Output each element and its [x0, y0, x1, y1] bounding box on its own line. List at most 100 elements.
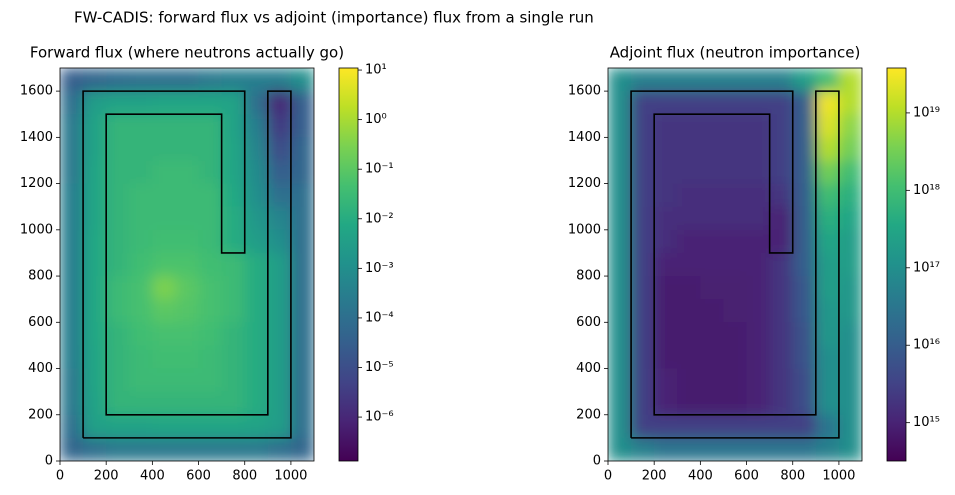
- heatmap-cell: [198, 91, 223, 115]
- heatmap-cell: [60, 206, 84, 231]
- y-tick-label: 0: [45, 454, 53, 469]
- x-tick-label: 800: [232, 469, 257, 484]
- heatmap-cell: [608, 160, 632, 185]
- heatmap-cell: [244, 322, 269, 347]
- heatmap-cell: [267, 414, 292, 439]
- heatmap-cell: [792, 68, 817, 92]
- heatmap-cell: [83, 137, 107, 162]
- heatmap-cell: [129, 206, 153, 231]
- heatmap-cell: [129, 437, 153, 461]
- heatmap-cell: [654, 160, 678, 185]
- y-tick-label: 1600: [20, 84, 53, 99]
- heatmap-cell: [290, 206, 314, 231]
- colorbar-tick-label: 10¹⁹: [913, 105, 940, 120]
- heatmap-cell: [60, 114, 84, 138]
- heatmap-cell: [815, 114, 840, 138]
- colorbar-tick-label: 10⁻⁴: [365, 310, 394, 325]
- heatmap-cell: [654, 391, 678, 416]
- heatmap-cell: [198, 437, 223, 461]
- x-tick-label: 0: [56, 469, 64, 484]
- heatmap-cell: [221, 345, 246, 370]
- heatmap-cell: [769, 206, 794, 231]
- heatmap-cell: [631, 229, 655, 254]
- heatmap-cell: [654, 91, 678, 115]
- heatmap-cell: [152, 137, 177, 162]
- heatmap-cell: [267, 345, 292, 370]
- heatmap-cell: [267, 368, 292, 393]
- heatmap-cell: [769, 91, 794, 115]
- heatmap-cell: [267, 252, 292, 277]
- heatmap-cell: [608, 414, 632, 439]
- heatmap-cell: [290, 91, 314, 115]
- heatmap-cell: [792, 114, 817, 138]
- heatmap-cell: [792, 183, 817, 208]
- heatmap-cell: [838, 183, 862, 208]
- heatmap-cell: [83, 160, 107, 185]
- heatmap-cell: [631, 391, 655, 416]
- heatmap-cell: [608, 345, 632, 370]
- heatmap-cell: [60, 91, 84, 115]
- heatmap-cell: [129, 160, 153, 185]
- heatmap-cell: [792, 345, 817, 370]
- heatmap-cell: [198, 68, 223, 92]
- heatmap-cell: [815, 391, 840, 416]
- heatmap-cell: [83, 252, 107, 277]
- heatmap-cell: [152, 368, 177, 393]
- heatmap-cell: [83, 345, 107, 370]
- heatmap-cell: [700, 299, 725, 323]
- y-tick-label: 1200: [568, 176, 601, 191]
- heatmap-cells: [60, 68, 314, 461]
- heatmap-cell: [198, 114, 223, 138]
- heatmap-cell: [198, 137, 223, 162]
- heatmap-cell: [769, 160, 794, 185]
- heatmap-cells: [608, 68, 862, 461]
- heatmap-cell: [723, 91, 748, 115]
- heatmap-cell: [608, 276, 632, 300]
- heatmap-cell: [106, 299, 130, 323]
- heatmap-cell: [815, 345, 840, 370]
- heatmap-cell: [244, 91, 269, 115]
- heatmap-cell: [152, 114, 177, 138]
- heatmap-cell: [83, 68, 107, 92]
- heatmap-cell: [838, 206, 862, 231]
- heatmap-cell: [175, 206, 200, 231]
- heatmap-cell: [198, 299, 223, 323]
- heatmap-cell: [198, 183, 223, 208]
- heatmap-cell: [267, 206, 292, 231]
- heatmap-cell: [83, 206, 107, 231]
- heatmap-cell: [769, 252, 794, 277]
- heatmap-cell: [152, 252, 177, 277]
- heatmap-cell: [746, 322, 771, 347]
- heatmap-cell: [769, 368, 794, 393]
- heatmap-cell: [152, 91, 177, 115]
- heatmap-cell: [129, 299, 153, 323]
- heatmap-cell: [267, 276, 292, 300]
- outline: [82, 90, 292, 439]
- heatmap-cell: [290, 322, 314, 347]
- heatmap-cell: [244, 229, 269, 254]
- heatmap-cell: [792, 391, 817, 416]
- heatmap-cell: [129, 68, 153, 92]
- heatmap-cell: [608, 206, 632, 231]
- heatmap-cell: [769, 114, 794, 138]
- heatmap-cell: [838, 391, 862, 416]
- heatmap-cell: [746, 391, 771, 416]
- heatmap-cell: [175, 252, 200, 277]
- heatmap-cell: [129, 414, 153, 439]
- heatmap-cell: [290, 229, 314, 254]
- heatmap-cell: [198, 252, 223, 277]
- heatmap-cell: [746, 160, 771, 185]
- heatmap-cell: [60, 68, 84, 92]
- heatmap-cell: [60, 299, 84, 323]
- heatmap-cell: [106, 322, 130, 347]
- heatmap-cell: [746, 206, 771, 231]
- heatmap-cell: [815, 322, 840, 347]
- axes-title: Forward flux (where neutrons actually go…: [30, 44, 344, 62]
- heatmap-cell: [746, 114, 771, 138]
- heatmap-cell: [198, 229, 223, 254]
- heatmap-cell: [290, 160, 314, 185]
- heatmap-cell: [608, 183, 632, 208]
- heatmap-cell: [631, 183, 655, 208]
- heatmap-cell: [677, 391, 701, 416]
- heatmap-cell: [654, 414, 678, 439]
